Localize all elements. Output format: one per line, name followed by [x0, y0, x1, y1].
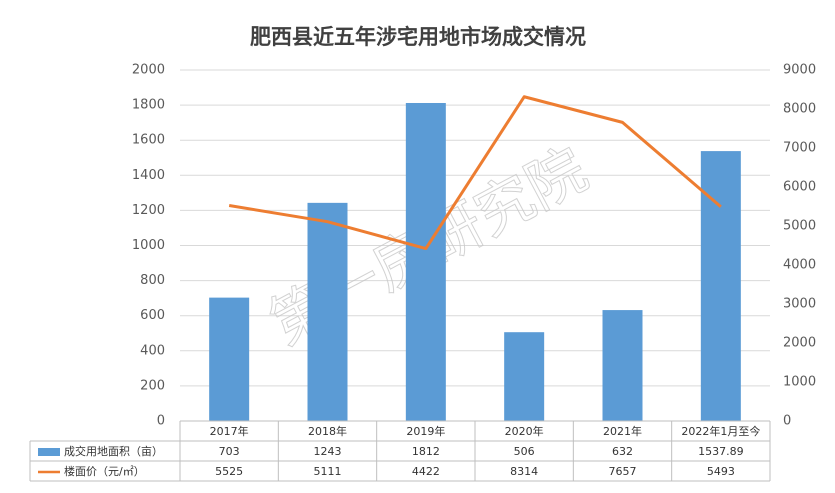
- y-tick-label: 400: [140, 343, 165, 358]
- x-tick-label: 2017年: [210, 424, 249, 438]
- table-value: 7657: [609, 465, 637, 478]
- legend-swatch: [38, 448, 60, 456]
- bar: [602, 310, 643, 421]
- x-tick-label: 2018年: [308, 424, 347, 438]
- y-tick-label: 200: [140, 378, 165, 393]
- line: [228, 95, 722, 251]
- chart-title: 肥西县近五年涉宅用地市场成交情况: [250, 25, 586, 49]
- table-value: 8314: [510, 465, 538, 478]
- table-value: 5493: [707, 465, 735, 478]
- table-value: 632: [612, 445, 633, 458]
- x-tick-label: 2022年1月至今: [681, 424, 760, 438]
- y-tick-label: 1600: [132, 133, 165, 148]
- y-tick-label: 800: [140, 273, 165, 288]
- y2-tick-label: 7000: [783, 141, 816, 156]
- y2-tick-label: 9000: [783, 63, 816, 78]
- x-tick-label: 2020年: [505, 424, 544, 438]
- y2-tick-label: 3000: [783, 297, 816, 312]
- table-value: 5111: [314, 465, 342, 478]
- bar: [307, 202, 348, 421]
- y2-tick-label: 2000: [783, 336, 816, 351]
- legend-label: 楼面价（元/㎡）: [64, 464, 145, 478]
- y2-tick-label: 4000: [783, 258, 816, 273]
- y-tick-label: 0: [157, 414, 165, 429]
- table-value: 4422: [412, 465, 440, 478]
- table-value: 1812: [412, 445, 440, 458]
- y-tick-label: 1400: [132, 168, 165, 183]
- x-tick-label: 2021年: [603, 424, 642, 438]
- bar: [700, 151, 741, 421]
- x-tick-label: 2019年: [406, 424, 445, 438]
- y2-tick-label: 6000: [783, 180, 816, 195]
- bar: [209, 297, 250, 421]
- y-tick-label: 600: [140, 308, 165, 323]
- y-tick-label: 1000: [132, 238, 165, 253]
- table-value: 506: [514, 445, 535, 458]
- y-tick-label: 1800: [132, 98, 165, 113]
- legend-label: 成交用地面积（亩）: [64, 444, 163, 458]
- y2-tick-label: 1000: [783, 375, 816, 390]
- y-tick-label: 2000: [132, 63, 165, 78]
- bar: [504, 332, 545, 421]
- table-value: 1537.89: [698, 445, 744, 458]
- y2-tick-label: 0: [783, 414, 791, 429]
- table-value: 703: [219, 445, 240, 458]
- bar: [405, 102, 446, 421]
- table-value: 1243: [314, 445, 342, 458]
- y-tick-label: 1200: [132, 203, 165, 218]
- y2-tick-label: 8000: [783, 102, 816, 117]
- y2-tick-label: 5000: [783, 219, 816, 234]
- table-value: 5525: [215, 465, 243, 478]
